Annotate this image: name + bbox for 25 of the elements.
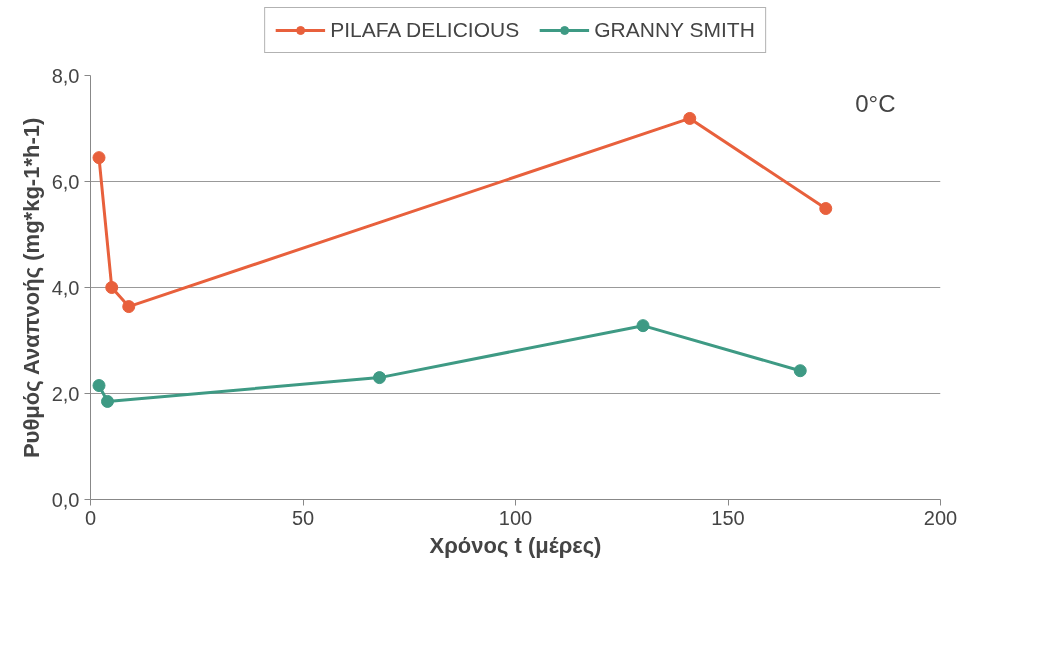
point [683, 111, 697, 125]
point [819, 202, 833, 216]
point [92, 379, 106, 393]
y-tick-label: 6,0 [51, 170, 80, 193]
x-tick-label: 0 [84, 506, 97, 529]
x-axis-title: Χρόνος t (μέρες) [429, 532, 602, 558]
y-tick-label: 0,0 [51, 488, 80, 511]
point [793, 364, 807, 378]
legend-label: GRANNY SMITH [594, 18, 755, 42]
y-tick-label: 8,0 [51, 64, 80, 87]
y-axis-title: Ρυθμός Αναπνοής (mg*kg-1*h-1) [18, 117, 44, 459]
x-tick-label: 100 [498, 506, 533, 529]
x-tick-label: 150 [711, 506, 745, 529]
x-tick-label: 200 [923, 506, 958, 529]
y-tick-label: 4,0 [51, 276, 80, 299]
x-tick-label: 50 [291, 506, 315, 529]
point [122, 300, 136, 314]
point [92, 151, 106, 165]
point [636, 319, 650, 333]
y-tick-label: 2,0 [51, 382, 80, 405]
legend-label: PILAFA DELICIOUS [330, 18, 520, 42]
point [101, 394, 114, 408]
annotation: 0°C [855, 90, 896, 117]
point [373, 371, 386, 385]
point [105, 281, 119, 294]
